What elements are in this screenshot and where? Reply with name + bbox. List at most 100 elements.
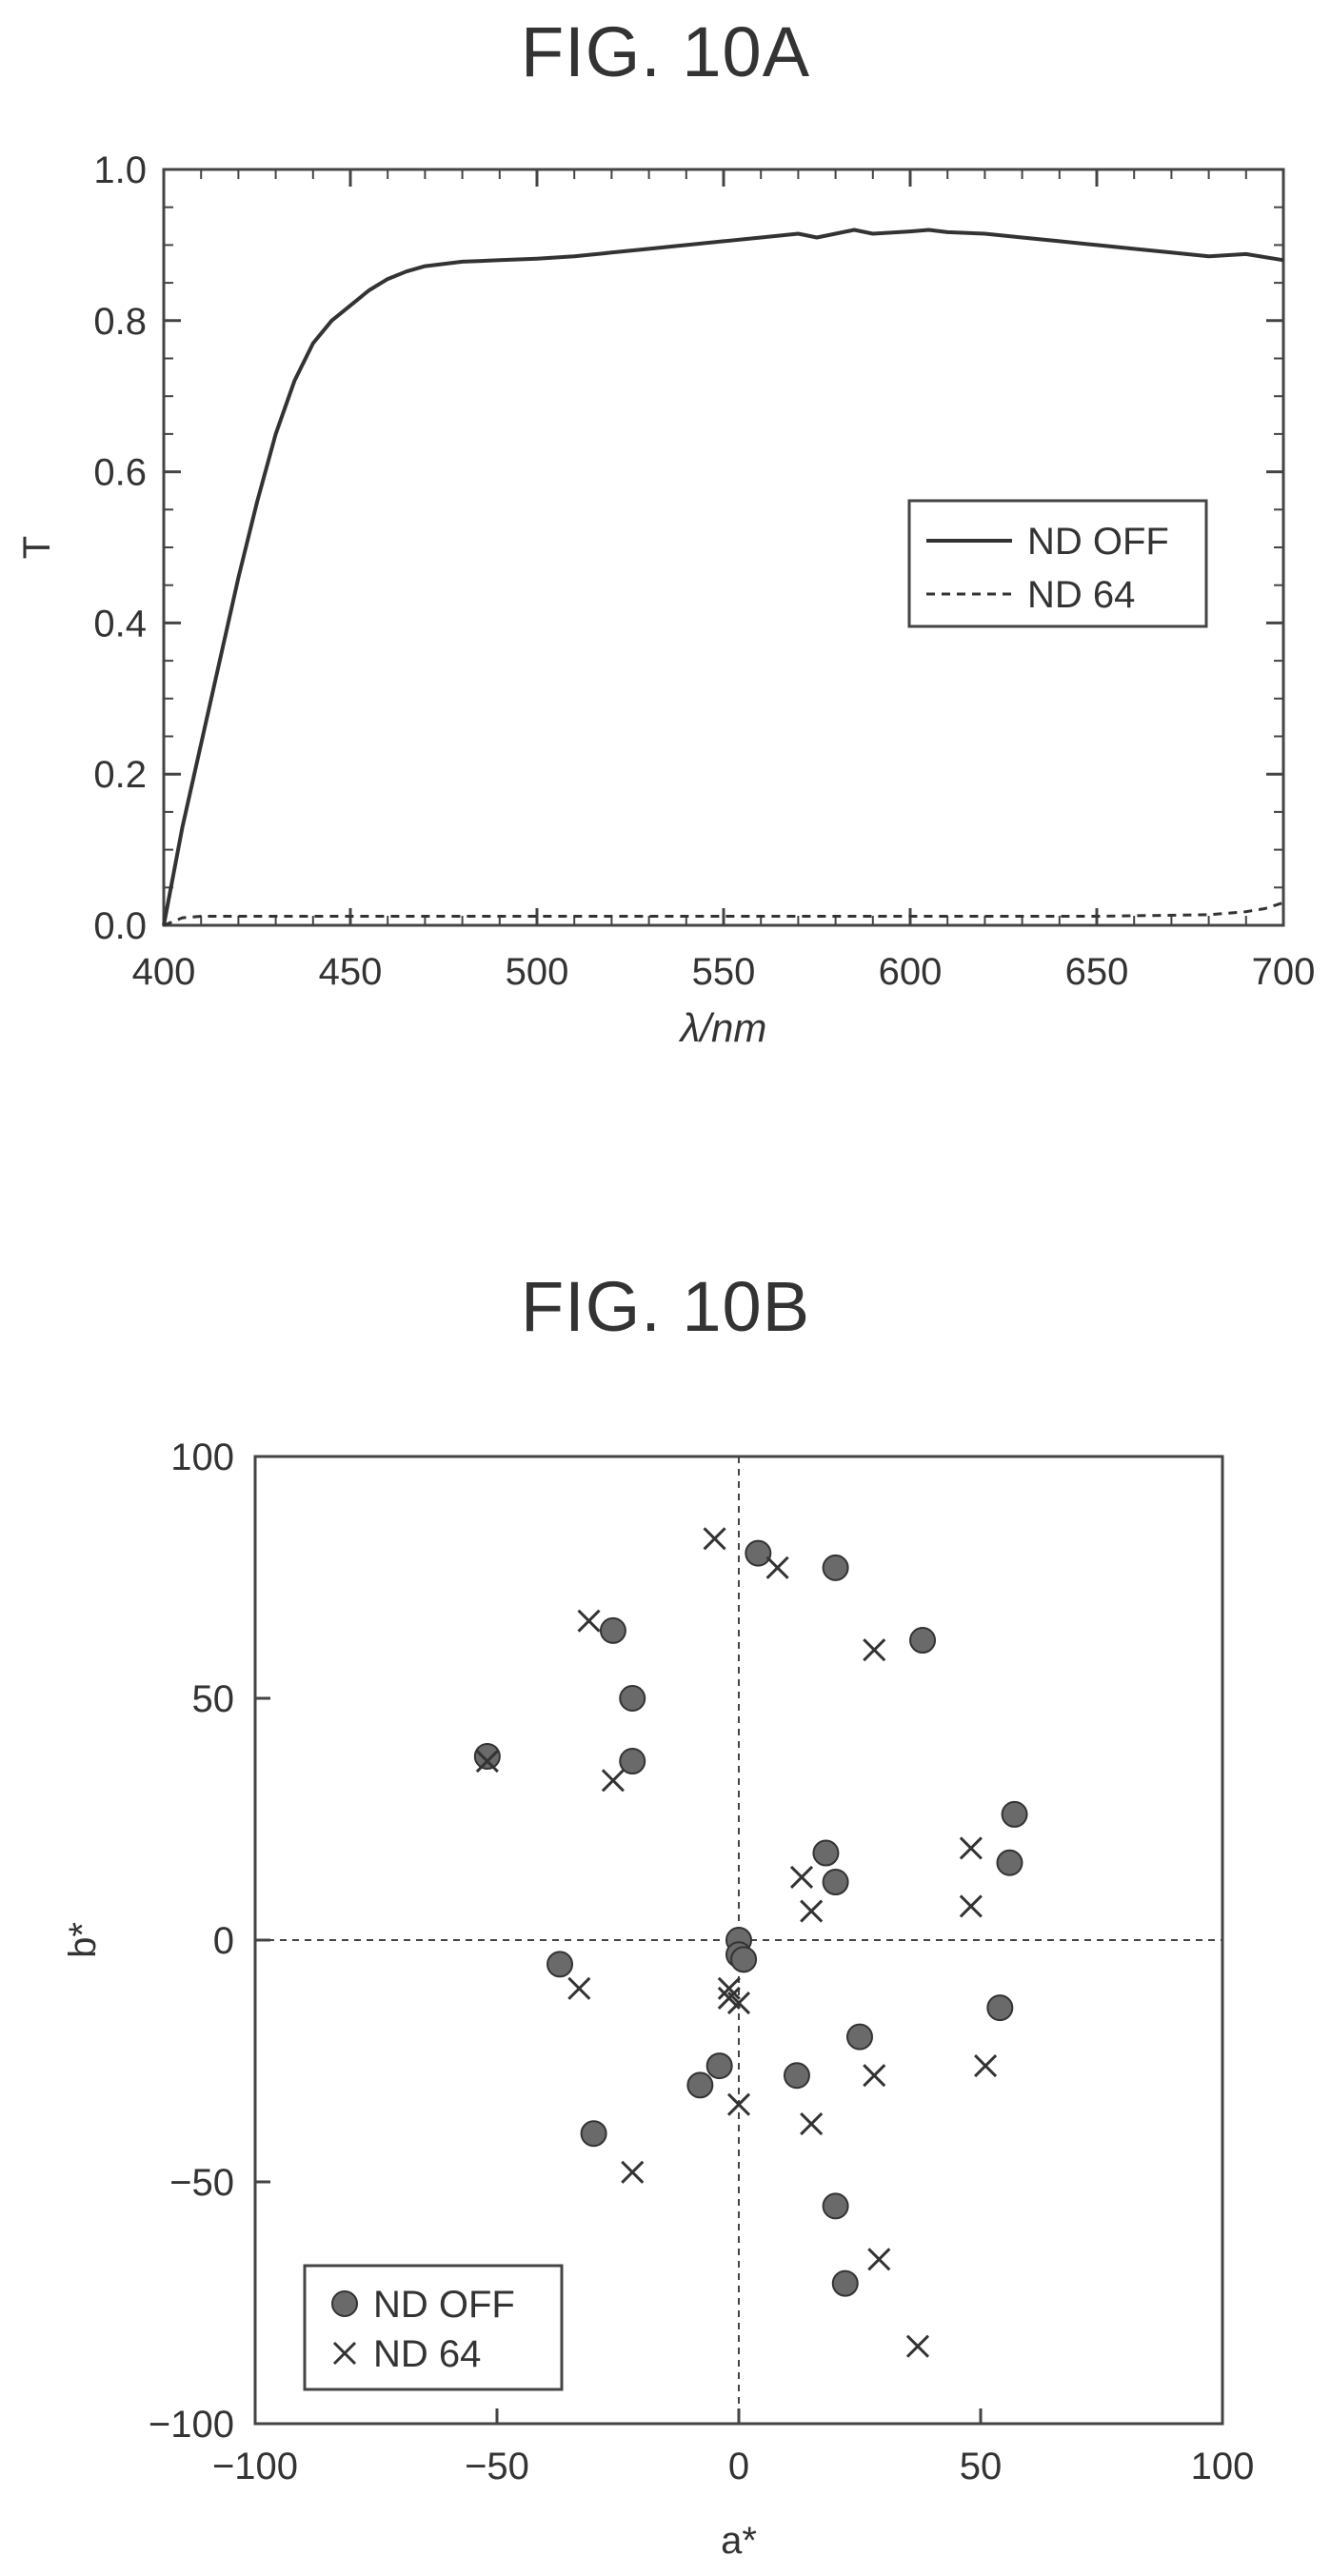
x-tick-label: 450 bbox=[319, 951, 383, 993]
marker-stroke bbox=[621, 2160, 645, 2184]
point-nd-off bbox=[822, 2192, 849, 2220]
point-nd-off bbox=[745, 1539, 772, 1567]
point-nd-64 bbox=[800, 1899, 824, 1923]
marker-stroke bbox=[567, 1976, 591, 2000]
point-nd-64 bbox=[475, 1749, 499, 1773]
y-tick-label: −100 bbox=[149, 2404, 234, 2446]
figure-10a: FIG. 10A 400 450 500 550 600 650 700 0.0 0.2 0.4 0… bbox=[0, 0, 1331, 1095]
point-nd-64 bbox=[863, 2064, 886, 2088]
marker-stroke bbox=[726, 1991, 751, 2015]
point-nd-64 bbox=[863, 1638, 886, 1662]
legend-label: ND OFF bbox=[373, 2284, 515, 2326]
marker-stroke bbox=[959, 1836, 983, 1860]
point-nd-off bbox=[846, 2023, 873, 2051]
figure-10b-title: FIG. 10B bbox=[520, 1267, 811, 1346]
legend-label: ND 64 bbox=[1027, 574, 1135, 616]
point-nd-64 bbox=[789, 1865, 814, 1890]
point-nd-64 bbox=[800, 2111, 824, 2136]
series-line-nd-off bbox=[162, 228, 1284, 926]
x-tick-label: −100 bbox=[212, 2446, 298, 2487]
marker-stroke bbox=[789, 1865, 814, 1890]
y-tick-label: 0.6 bbox=[93, 452, 147, 494]
x-tick-label: 400 bbox=[132, 951, 196, 993]
x-tick-label: 650 bbox=[1065, 951, 1129, 993]
x-tick-label: 550 bbox=[692, 951, 756, 993]
legend-marker bbox=[332, 2341, 357, 2366]
series-line-nd-64 bbox=[163, 901, 1284, 927]
point-nd-off bbox=[705, 2052, 733, 2080]
point-nd-off bbox=[1001, 1800, 1028, 1828]
x-axis-label: a* bbox=[721, 2520, 757, 2562]
marker-stroke bbox=[905, 2334, 930, 2358]
transmittance-chart: 400 450 500 550 600 650 700 0.0 0.2 0.4 0.6 0.8 1.0 λ… bbox=[16, 149, 1316, 1050]
point-nd-64 bbox=[959, 1894, 983, 1918]
marker-stroke bbox=[717, 1986, 741, 2011]
point-nd-off bbox=[619, 1748, 646, 1775]
point-nd-64 bbox=[726, 2092, 751, 2116]
marker-stroke bbox=[867, 2248, 891, 2271]
marker-stroke bbox=[726, 2092, 751, 2116]
x-tick-label: 50 bbox=[960, 2446, 1003, 2487]
x-tick-label: 600 bbox=[879, 951, 943, 993]
point-nd-64 bbox=[765, 1556, 789, 1579]
x-tick-label: −50 bbox=[465, 2446, 529, 2487]
legend-label: ND OFF bbox=[1027, 521, 1169, 563]
point-nd-off bbox=[831, 2269, 859, 2297]
marker-stroke bbox=[475, 1749, 499, 1773]
point-nd-off bbox=[822, 1554, 849, 1581]
color-scatter-chart: −100 −50 0 50 100 −100 −50 0 50 100 a* b* ND OFF ND 6… bbox=[62, 1437, 1255, 2562]
point-nd-off bbox=[783, 2062, 810, 2090]
y-tick-label: 1.0 bbox=[93, 149, 147, 191]
point-nd-64 bbox=[717, 1976, 741, 2000]
point-nd-off bbox=[909, 1627, 937, 1655]
point-nd-off bbox=[686, 2071, 714, 2099]
y-tick-label: 100 bbox=[170, 1437, 234, 1478]
point-nd-off bbox=[473, 1742, 501, 1770]
point-nd-64 bbox=[905, 2334, 930, 2358]
marker-stroke bbox=[703, 1527, 726, 1551]
marker-stroke bbox=[765, 1556, 789, 1579]
point-nd-off bbox=[730, 1946, 758, 1973]
marker-stroke bbox=[863, 2064, 886, 2088]
y-tick-label: 0 bbox=[213, 1920, 234, 1962]
point-nd-64 bbox=[601, 1769, 625, 1793]
point-nd-64 bbox=[726, 1991, 751, 2015]
marker-stroke bbox=[800, 1899, 824, 1923]
x-tick-label: 100 bbox=[1191, 2446, 1255, 2487]
point-nd-off bbox=[546, 1951, 574, 1978]
legend-marker bbox=[331, 2290, 358, 2317]
y-tick-label: 0.2 bbox=[93, 754, 147, 796]
point-nd-64 bbox=[974, 2054, 998, 2078]
y-tick-label: 0.4 bbox=[93, 603, 147, 644]
figure-10a-title: FIG. 10A bbox=[520, 12, 811, 91]
y-tick-label: 0.0 bbox=[93, 905, 147, 947]
point-nd-64 bbox=[567, 1976, 591, 2000]
point-nd-64 bbox=[703, 1527, 726, 1551]
point-nd-64 bbox=[577, 1609, 601, 1633]
marker-stroke bbox=[577, 1609, 601, 1633]
legend-box bbox=[907, 499, 1208, 628]
point-nd-off bbox=[599, 1616, 626, 1644]
y-axis-label: b* bbox=[62, 1922, 104, 1958]
marker-stroke bbox=[959, 1894, 983, 1918]
marker-stroke bbox=[601, 1769, 625, 1793]
point-nd-64 bbox=[621, 2160, 645, 2184]
point-nd-off bbox=[812, 1839, 840, 1867]
point-nd-off bbox=[986, 1994, 1014, 2022]
point-nd-64 bbox=[959, 1836, 983, 1860]
legend-label: ND 64 bbox=[373, 2333, 481, 2375]
marker-stroke bbox=[332, 2341, 357, 2366]
point-nd-64 bbox=[867, 2248, 891, 2271]
point-nd-off bbox=[580, 2120, 607, 2148]
x-tick-label: 0 bbox=[728, 2446, 749, 2487]
y-tick-label: −50 bbox=[169, 2162, 234, 2204]
y-tick-label: 0.8 bbox=[93, 301, 147, 343]
x-tick-label: 500 bbox=[506, 951, 569, 993]
marker-stroke bbox=[974, 2054, 998, 2078]
x-tick-label: 700 bbox=[1252, 951, 1316, 993]
legend-box bbox=[303, 2264, 564, 2391]
marker-stroke bbox=[717, 1976, 741, 2000]
figure-10b: FIG. 10B −100 −50 0 50 100 −100 −50 0 50 100 a* b* N… bbox=[0, 1247, 1331, 2576]
y-tick-label: 50 bbox=[192, 1678, 235, 1720]
y-axis-label: T bbox=[16, 536, 58, 559]
